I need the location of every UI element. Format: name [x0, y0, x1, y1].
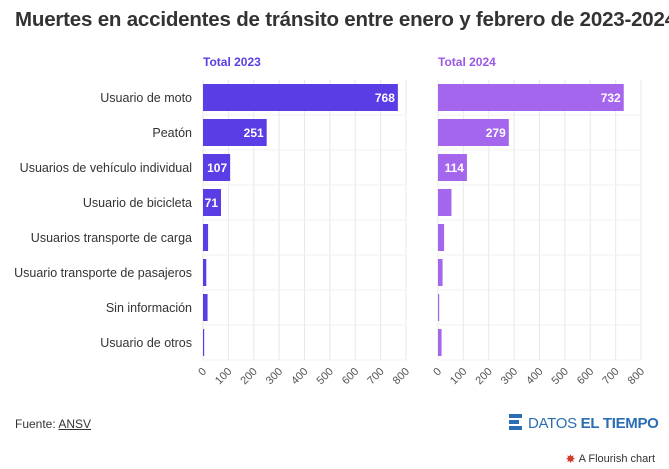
- tick-label: 300: [499, 366, 520, 387]
- tick-label: 400: [289, 366, 310, 387]
- flourish-icon: ✸: [565, 452, 576, 466]
- brand-mark-icon: [509, 414, 522, 430]
- data-label: 279: [486, 126, 506, 140]
- category-label: Usuario transporte de pasajeros: [14, 266, 192, 280]
- category-label: Usuario de moto: [100, 91, 192, 105]
- tick-label: 600: [575, 366, 596, 387]
- data-label: 768: [375, 91, 395, 105]
- category-label: Usuarios de vehículo individual: [20, 161, 192, 175]
- tick-label: 0: [431, 366, 444, 379]
- bar[interactable]: [203, 119, 267, 146]
- tick-label: 700: [600, 366, 621, 387]
- category-labels: Usuario de moto Peatón Usuarios de vehícul…: [14, 91, 192, 350]
- bar[interactable]: [438, 329, 442, 356]
- brand-logo: DATOS EL TIEMPO: [508, 412, 659, 434]
- series-header: Total 2024: [438, 55, 496, 69]
- series-header: Total 2023: [203, 55, 261, 69]
- bar[interactable]: [438, 224, 445, 251]
- bar[interactable]: [203, 154, 231, 181]
- panel-2023: Total 2023 768 251 107 71 0 100 200 300 400 500 600…: [196, 55, 412, 387]
- data-label: 107: [207, 161, 227, 175]
- bar[interactable]: [203, 189, 222, 216]
- bar[interactable]: [438, 154, 467, 181]
- source-link[interactable]: ANSV: [58, 417, 92, 431]
- bar[interactable]: [203, 259, 207, 286]
- tick-label: 500: [315, 366, 336, 387]
- bar[interactable]: [438, 84, 624, 111]
- tick-label: 200: [238, 366, 259, 387]
- flourish-label: A Flourish chart: [578, 453, 655, 465]
- brand-prefix: DATOS: [528, 414, 577, 432]
- tick-label: 400: [524, 366, 545, 387]
- tick-label: 800: [391, 366, 412, 387]
- category-label: Sin información: [106, 301, 192, 315]
- tick-label: 300: [264, 366, 285, 387]
- bar[interactable]: [438, 119, 509, 146]
- tick-label: 600: [340, 366, 361, 387]
- category-label: Usuarios transporte de carga: [31, 231, 192, 245]
- source-note: Fuente: ANSV: [15, 417, 91, 431]
- tick-label: 800: [626, 366, 647, 387]
- data-label: 732: [601, 91, 621, 105]
- bar[interactable]: [203, 224, 209, 251]
- bar[interactable]: [203, 84, 398, 111]
- category-label: Peatón: [152, 126, 192, 140]
- chart-title: Muertes en accidentes de tránsito entre …: [15, 8, 669, 31]
- data-label: 71: [205, 196, 219, 210]
- tick-label: 100: [448, 366, 469, 387]
- flourish-credit[interactable]: ✸ A Flourish chart: [566, 452, 655, 466]
- bar[interactable]: [438, 259, 443, 286]
- data-label: 114: [445, 161, 465, 175]
- bar[interactable]: [438, 294, 440, 321]
- panel-2024: Total 2024 732 279 114 0 100 200 300 400 500 600 70…: [431, 55, 647, 387]
- brand-name: EL TIEMPO: [580, 414, 659, 432]
- tick-label: 0: [196, 366, 209, 379]
- source-label: Fuente:: [15, 417, 56, 431]
- bar[interactable]: [203, 329, 205, 356]
- category-label: Usuario de otros: [100, 336, 192, 350]
- tick-label: 700: [365, 366, 386, 387]
- data-label: 251: [244, 126, 264, 140]
- tick-label: 500: [550, 366, 571, 387]
- tick-label: 100: [213, 366, 234, 387]
- tick-label: 200: [473, 366, 494, 387]
- category-label: Usuario de bicicleta: [83, 196, 192, 210]
- bar[interactable]: [203, 294, 208, 321]
- bar[interactable]: [438, 189, 452, 216]
